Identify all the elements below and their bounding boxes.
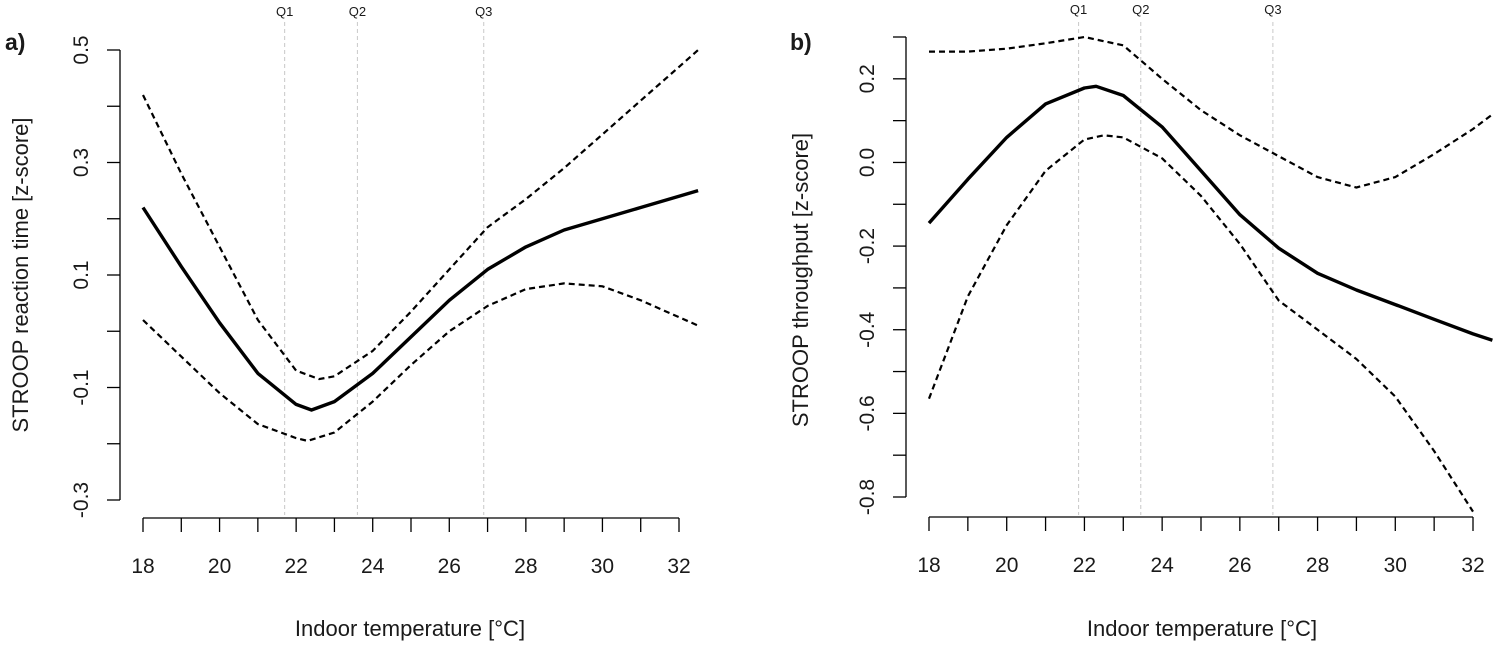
x-tick-label: 20 (995, 554, 1018, 577)
y-tick-label: 0.5 (70, 35, 93, 64)
panel-a-reaction-time: Q1 Q2 Q3 -0.3 -0.1 0.1 0.3 0.5 18 20 22 24 26 28 30 32 a… (5, 4, 699, 641)
y-tick-label: -0.3 (70, 482, 93, 518)
quartile-label-q3: Q3 (1264, 2, 1281, 17)
y-axis-title: STROOP throughput [z-score] (788, 133, 813, 427)
y-axis-title: STROOP reaction time [z-score] (8, 117, 33, 432)
x-tick-label: 30 (1384, 554, 1407, 577)
x-tick-label: 24 (361, 555, 385, 578)
upper-ci-line (929, 35, 1494, 189)
estimate-line (141, 188, 699, 412)
x-tick-label: 28 (514, 555, 537, 578)
x-tick-label: 18 (131, 555, 154, 578)
x-tick-label: 24 (1150, 554, 1174, 577)
x-axis-title: Indoor temperature [°C] (295, 616, 525, 641)
y-tick-label: -0.1 (70, 369, 93, 405)
x-tick-label: 20 (208, 555, 231, 578)
quartile-label-q3: Q3 (475, 4, 492, 19)
y-tick-label: -0.8 (856, 479, 879, 515)
x-tick-label: 32 (667, 555, 690, 578)
x-tick-label: 22 (284, 555, 307, 578)
y-tick-label: -0.6 (856, 395, 879, 431)
x-tick-label: 30 (591, 555, 614, 578)
lower-ci-line (927, 134, 1474, 513)
panel-label: a) (5, 29, 25, 55)
quartile-label-q2: Q2 (349, 4, 366, 19)
quartile-label-q1: Q1 (276, 4, 293, 19)
y-tick-label: 0.3 (70, 148, 93, 177)
upper-ci-line (142, 49, 699, 381)
y-tick-label: 0.1 (70, 260, 93, 289)
y-tick-label: 0.2 (856, 64, 879, 93)
y-tick-label: 0.0 (856, 148, 879, 177)
x-tick-label: 28 (1306, 554, 1329, 577)
x-tick-label: 22 (1073, 554, 1096, 577)
estimate-line (927, 84, 1493, 342)
x-tick-label: 26 (438, 555, 461, 578)
x-tick-label: 18 (917, 554, 940, 577)
panel-label: b) (790, 29, 812, 55)
lower-ci-line (142, 282, 699, 442)
panel-b-throughput: Q1 Q2 Q3 -0.8 -0.6 -0.4 -0.2 0.0 0.2 18 20 22 24 26 28… (788, 2, 1494, 641)
y-tick-label: -0.2 (856, 228, 879, 264)
quartile-label-q1: Q1 (1070, 2, 1087, 17)
y-tick-label: -0.4 (856, 311, 879, 348)
quartile-label-q2: Q2 (1132, 2, 1149, 17)
x-tick-label: 26 (1228, 554, 1251, 577)
x-axis-title: Indoor temperature [°C] (1087, 616, 1317, 641)
x-tick-label: 32 (1461, 554, 1484, 577)
